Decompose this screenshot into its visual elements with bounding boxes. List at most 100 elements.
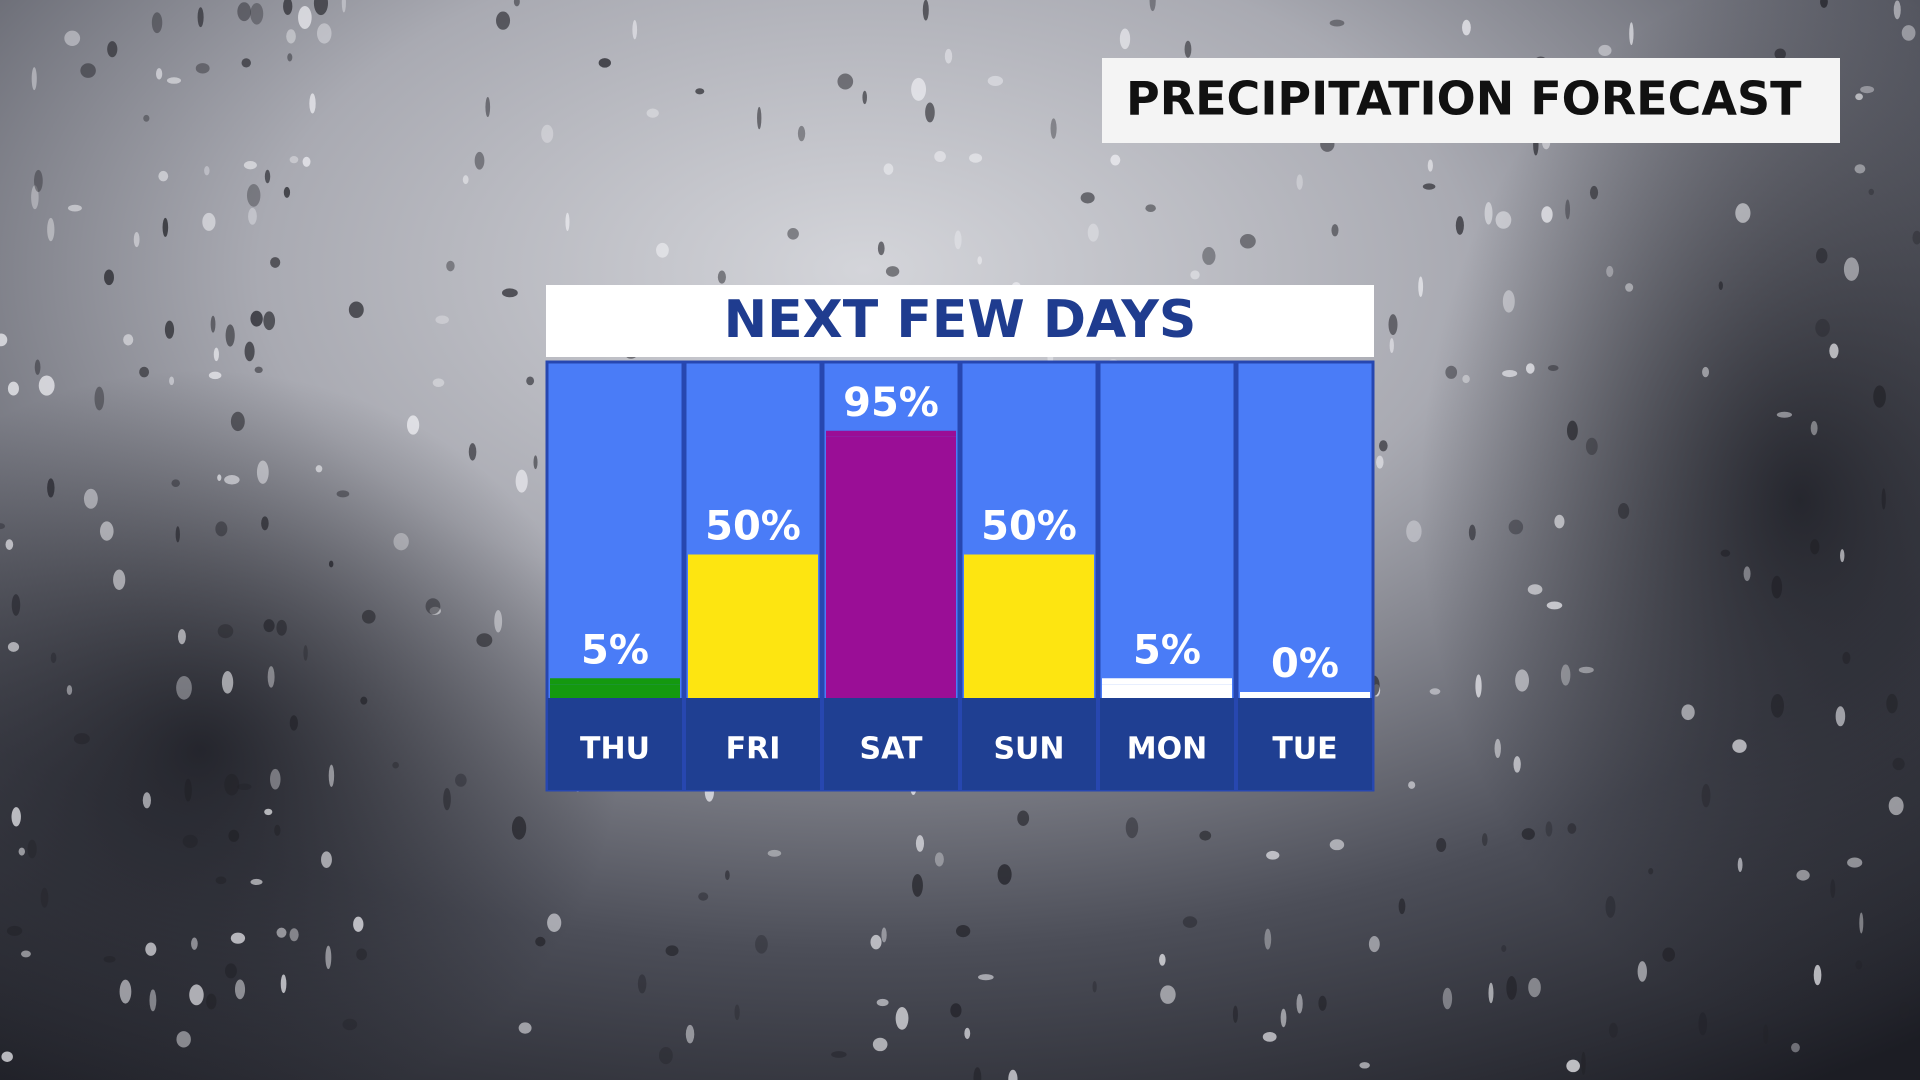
rain-drop bbox=[169, 376, 175, 386]
rain-drop bbox=[166, 77, 182, 84]
rain-drop bbox=[263, 311, 276, 331]
rain-drop bbox=[646, 108, 659, 118]
bar bbox=[688, 560, 818, 698]
rain-drop bbox=[217, 474, 222, 481]
rain-drop bbox=[1810, 539, 1820, 555]
rain-drop bbox=[1560, 664, 1571, 686]
rain-drop bbox=[143, 114, 150, 122]
rain-drop bbox=[1296, 993, 1303, 1014]
rain-drop bbox=[1860, 85, 1875, 94]
rain-drop bbox=[515, 469, 528, 493]
rain-drop bbox=[224, 475, 240, 485]
rain-drop bbox=[685, 1024, 695, 1044]
day-band bbox=[962, 698, 1096, 790]
rain-drop bbox=[261, 516, 269, 531]
rain-drop bbox=[1506, 976, 1517, 1000]
rain-drop bbox=[1266, 850, 1280, 860]
rain-drop bbox=[224, 773, 240, 796]
x-tick-label: SUN bbox=[993, 732, 1064, 767]
rain-drop bbox=[1528, 977, 1541, 998]
rain-drop bbox=[1820, 0, 1828, 8]
rain-drop bbox=[94, 386, 105, 411]
rain-drop bbox=[1637, 961, 1647, 982]
rain-drop bbox=[289, 156, 299, 164]
rain-drop bbox=[204, 165, 210, 176]
rain-drop bbox=[1546, 601, 1563, 610]
rain-drop bbox=[1110, 154, 1121, 166]
rain-drop bbox=[911, 77, 927, 101]
banner-box bbox=[1102, 58, 1840, 143]
rain-drop bbox=[1329, 19, 1345, 27]
rain-drop bbox=[151, 12, 163, 34]
rain-drop bbox=[1017, 810, 1030, 826]
rain-drop bbox=[133, 231, 140, 248]
rain-drop bbox=[171, 479, 181, 487]
rain-drop bbox=[1388, 314, 1398, 336]
rain-drop bbox=[182, 834, 198, 848]
rain-drop bbox=[1873, 385, 1886, 408]
rain-drop bbox=[353, 916, 364, 932]
rain-drop bbox=[1422, 183, 1436, 190]
rain-drop bbox=[1442, 987, 1453, 1010]
rain-drop bbox=[725, 870, 730, 881]
rain-drop bbox=[80, 63, 96, 78]
rain-drop bbox=[40, 887, 49, 908]
rain-drop bbox=[1359, 1062, 1370, 1069]
rain-drop bbox=[328, 560, 334, 568]
rain-drop bbox=[1545, 821, 1553, 837]
rain-drop bbox=[455, 773, 467, 787]
rain-drop bbox=[598, 58, 611, 68]
rain-drop bbox=[303, 645, 308, 661]
rain-drop bbox=[20, 950, 31, 958]
rain-drop bbox=[270, 768, 281, 790]
rain-drop bbox=[717, 270, 726, 284]
rain-drop bbox=[955, 924, 971, 938]
rain-drop bbox=[1581, 1051, 1586, 1075]
rain-drop bbox=[1737, 857, 1743, 873]
rain-drop bbox=[336, 490, 350, 498]
rain-drop bbox=[1182, 916, 1198, 928]
rain-drop bbox=[526, 376, 535, 386]
rain-drop bbox=[533, 455, 538, 470]
rain-drop bbox=[1468, 524, 1476, 541]
rain-drop bbox=[1835, 706, 1846, 727]
background-shade bbox=[1420, 0, 1920, 1020]
rain-drop bbox=[1625, 283, 1634, 292]
rain-drop bbox=[360, 696, 368, 705]
rain-drop bbox=[1092, 980, 1097, 993]
rain-drop bbox=[1125, 817, 1139, 839]
rain-drop bbox=[243, 161, 257, 170]
rain-drop bbox=[177, 629, 186, 645]
rain-drop bbox=[1239, 234, 1256, 249]
rain-drop bbox=[287, 53, 293, 62]
rain-drop bbox=[1698, 1012, 1708, 1036]
rain-drop bbox=[1495, 211, 1512, 229]
rain-drop bbox=[883, 163, 894, 175]
rain-drop bbox=[1080, 192, 1095, 204]
rain-drop bbox=[1855, 960, 1863, 970]
rain-drop bbox=[934, 852, 944, 867]
rain-drop bbox=[1681, 704, 1695, 721]
rain-drop bbox=[195, 63, 210, 74]
rain-drop bbox=[978, 974, 994, 981]
rain-drop bbox=[1854, 164, 1866, 174]
rain-drop bbox=[34, 169, 43, 192]
rain-drop bbox=[11, 807, 21, 827]
rain-drop bbox=[462, 175, 469, 185]
rain-drop bbox=[1842, 651, 1851, 664]
rain-drop bbox=[659, 1047, 673, 1065]
rain-drop bbox=[665, 945, 679, 957]
rain-drop bbox=[1743, 566, 1751, 582]
rain-drop bbox=[0, 333, 8, 347]
rain-drop bbox=[254, 366, 263, 374]
rain-drop bbox=[1701, 783, 1711, 808]
rain-drop bbox=[1566, 1059, 1580, 1073]
day-band bbox=[686, 698, 820, 790]
rain-drop bbox=[47, 217, 55, 242]
rain-drop bbox=[1899, 1002, 1910, 1019]
rain-drop bbox=[476, 633, 493, 647]
rain-drop bbox=[1648, 868, 1654, 875]
rain-drop bbox=[501, 288, 518, 298]
rain-drop bbox=[11, 594, 21, 616]
